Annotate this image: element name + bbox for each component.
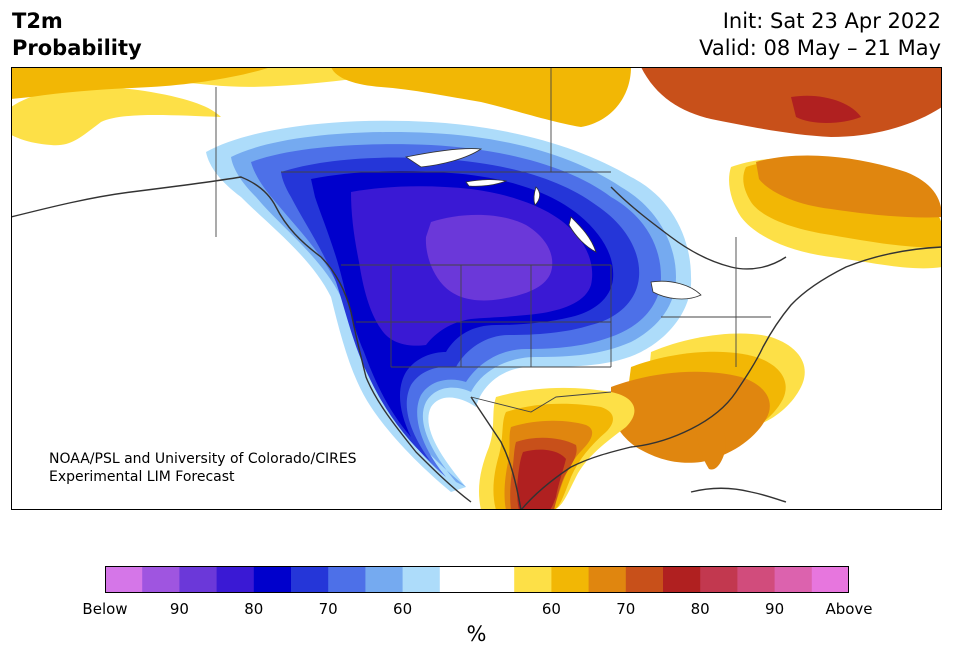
map-title: T2m Probability <box>12 8 142 62</box>
warm-band-alaska-orange <box>11 67 271 99</box>
colorbar-swatch <box>179 566 218 593</box>
political-borders <box>215 67 771 413</box>
colorbar-frame <box>105 566 849 593</box>
colorbar-swatch <box>402 566 441 593</box>
colorbar-swatch <box>811 566 849 593</box>
colorbar-swatch <box>439 566 478 593</box>
colorbar-tick-label: Below <box>82 600 128 618</box>
cold-region-90 <box>425 214 553 301</box>
warm-region-southeast-dark <box>610 371 770 463</box>
colorbar-swatch <box>216 566 255 593</box>
probability-map <box>11 67 942 510</box>
credit-line-2: Experimental LIM Forecast <box>49 469 235 485</box>
colorbar-swatch <box>514 566 552 593</box>
credit-text: NOAA/PSL and University of Colorado/CIRE… <box>49 450 357 486</box>
map-frame <box>11 67 942 510</box>
warm-region-florida <box>695 412 726 470</box>
init-date: Init: Sat 23 Apr 2022 <box>722 9 941 33</box>
valid-range: Valid: 08 May – 21 May <box>699 36 941 60</box>
colorbar-tick-label: 90 <box>765 600 785 618</box>
colorbar-tick-label: 80 <box>690 600 710 618</box>
colorbar-tick-label: 60 <box>541 600 561 618</box>
colorbar-swatch <box>737 566 776 593</box>
colorbar-swatch <box>328 566 366 593</box>
colorbar-swatch <box>105 566 143 593</box>
title-line-2: Probability <box>12 36 142 60</box>
colorbar-tick-label: 70 <box>318 600 338 618</box>
coastlines <box>11 176 942 510</box>
colorbar-tick-label: 60 <box>393 600 413 618</box>
warm-region-gulf-core <box>517 449 566 510</box>
colorbar-tick-label: 90 <box>169 600 189 618</box>
title-line-1: T2m <box>12 9 63 33</box>
colorbar-swatch <box>663 566 701 593</box>
colorbar-swatch <box>291 566 329 593</box>
colorbar-swatch <box>625 566 664 593</box>
colorbar-swatch <box>142 566 180 593</box>
warm-region-greenland <box>641 67 942 137</box>
warm-band-arctic-islands <box>331 67 631 127</box>
colorbar-ticks: Below 90 80 70 60 60 70 80 90 Above <box>0 600 953 620</box>
forecast-dates: Init: Sat 23 Apr 2022 Valid: 08 May – 21… <box>699 8 941 62</box>
colorbar-swatch <box>253 566 292 593</box>
colorbar-swatch <box>365 566 404 593</box>
colorbar-swatch <box>477 566 515 593</box>
colorbar-swatch <box>588 566 627 593</box>
colorbar-tick-label: 70 <box>616 600 636 618</box>
warm-region-labrador-dark <box>756 155 942 218</box>
credit-line-1: NOAA/PSL and University of Colorado/CIRE… <box>49 451 357 467</box>
colorbar-tick-label: Above <box>825 600 873 618</box>
colorbar-swatch <box>551 566 590 593</box>
colorbar-swatch <box>700 566 738 593</box>
colorbar <box>105 566 849 593</box>
colorbar-tick-label: 80 <box>244 600 264 618</box>
colorbar-swatch <box>774 566 813 593</box>
warm-band-alaska <box>11 87 221 146</box>
colorbar-unit: % <box>466 622 487 646</box>
warm-region-greenland-core <box>791 95 861 123</box>
lakes <box>404 148 702 300</box>
